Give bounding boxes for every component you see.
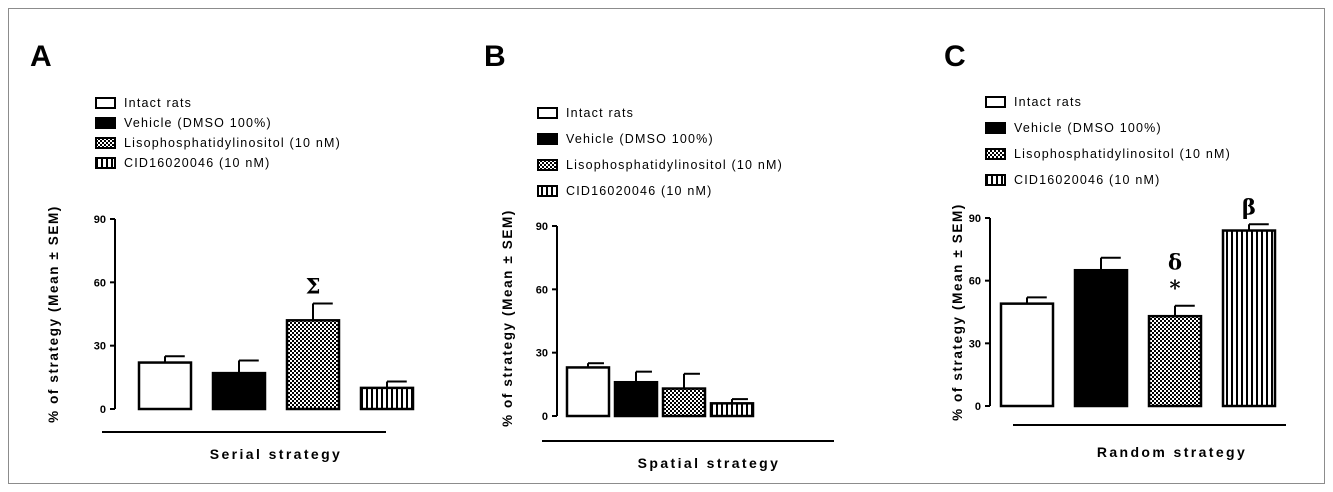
y-tick-label: 30 xyxy=(969,338,981,350)
legend-swatch xyxy=(95,97,116,109)
bar xyxy=(709,402,755,418)
bar xyxy=(661,387,707,418)
significance-mark: δ xyxy=(1168,250,1182,275)
y-axis-label: % of strategy (Mean ± SEM) xyxy=(500,209,515,427)
legend-swatch xyxy=(95,157,116,169)
legend-swatch xyxy=(537,107,558,119)
bar xyxy=(1147,314,1203,408)
significance-mark: Σ xyxy=(306,273,321,298)
panel-letter: B xyxy=(484,40,506,73)
legend-label: Lisophosphatidylinositol (10 nM) xyxy=(1014,147,1231,161)
significance-mark: β xyxy=(1242,194,1256,219)
legend-label: Vehicle (DMSO 100%) xyxy=(1014,121,1162,135)
significance-mark: * xyxy=(1170,276,1181,301)
legend-swatch xyxy=(985,148,1006,160)
legend-label: Intact rats xyxy=(1014,95,1082,109)
legend-swatch xyxy=(985,96,1006,108)
panel-letter: A xyxy=(30,40,52,73)
bar xyxy=(1221,229,1277,408)
y-tick-label: 0 xyxy=(975,401,981,413)
y-tick-label: 60 xyxy=(94,277,106,289)
bar xyxy=(613,380,659,418)
bar xyxy=(1073,268,1129,408)
legend-label: Lisophosphatidylinositol (10 nM) xyxy=(124,136,341,150)
y-tick-label: 90 xyxy=(969,213,981,225)
y-tick-label: 60 xyxy=(536,284,548,296)
y-tick-label: 60 xyxy=(969,276,981,288)
chart-panel-b: B Intact rats Vehicle (DMSO 100%) Lisophosp… xyxy=(484,40,834,471)
legend-label: Lisophosphatidylinositol (10 nM) xyxy=(566,158,783,172)
legend-label: Intact rats xyxy=(124,96,192,110)
y-tick-label: 90 xyxy=(536,221,548,233)
y-tick-label: 30 xyxy=(94,341,106,353)
bar xyxy=(211,371,267,411)
y-tick-label: 30 xyxy=(536,348,548,360)
y-axis-label: % of strategy (Mean ± SEM) xyxy=(46,205,61,423)
legend-swatch xyxy=(985,122,1006,134)
legend-swatch xyxy=(95,117,116,129)
legend-swatch xyxy=(537,133,558,145)
legend-label: Vehicle (DMSO 100%) xyxy=(124,116,272,130)
figure-frame xyxy=(8,8,1325,484)
x-axis-label: Random strategy xyxy=(1097,444,1247,460)
x-axis-label: Spatial strategy xyxy=(638,455,781,471)
legend-swatch xyxy=(537,185,558,197)
bar xyxy=(137,361,193,411)
legend-label: CID16020046 (10 nM) xyxy=(124,156,270,170)
panel-letter: C xyxy=(944,40,966,73)
legend-label: CID16020046 (10 nM) xyxy=(1014,173,1160,187)
y-tick-label: 90 xyxy=(94,214,106,226)
x-axis-label: Serial strategy xyxy=(210,446,343,462)
bar xyxy=(285,319,341,411)
legend-label: Intact rats xyxy=(566,106,634,120)
legend-label: CID16020046 (10 nM) xyxy=(566,184,712,198)
bar xyxy=(999,302,1055,408)
chart-panel-c: C Intact rats Vehicle (DMSO 100%) Lisophosp… xyxy=(944,40,1286,460)
chart-panel-a: A Intact rats Vehicle (DMSO 100%) Lisophosp… xyxy=(30,40,415,462)
legend-swatch xyxy=(537,159,558,171)
bar xyxy=(359,386,415,411)
bar xyxy=(565,366,611,418)
y-tick-label: 0 xyxy=(542,411,548,423)
legend-label: Vehicle (DMSO 100%) xyxy=(566,132,714,146)
legend-swatch xyxy=(95,137,116,149)
y-axis-label: % of strategy (Mean ± SEM) xyxy=(950,203,965,421)
y-tick-label: 0 xyxy=(100,404,106,416)
legend-swatch xyxy=(985,174,1006,186)
